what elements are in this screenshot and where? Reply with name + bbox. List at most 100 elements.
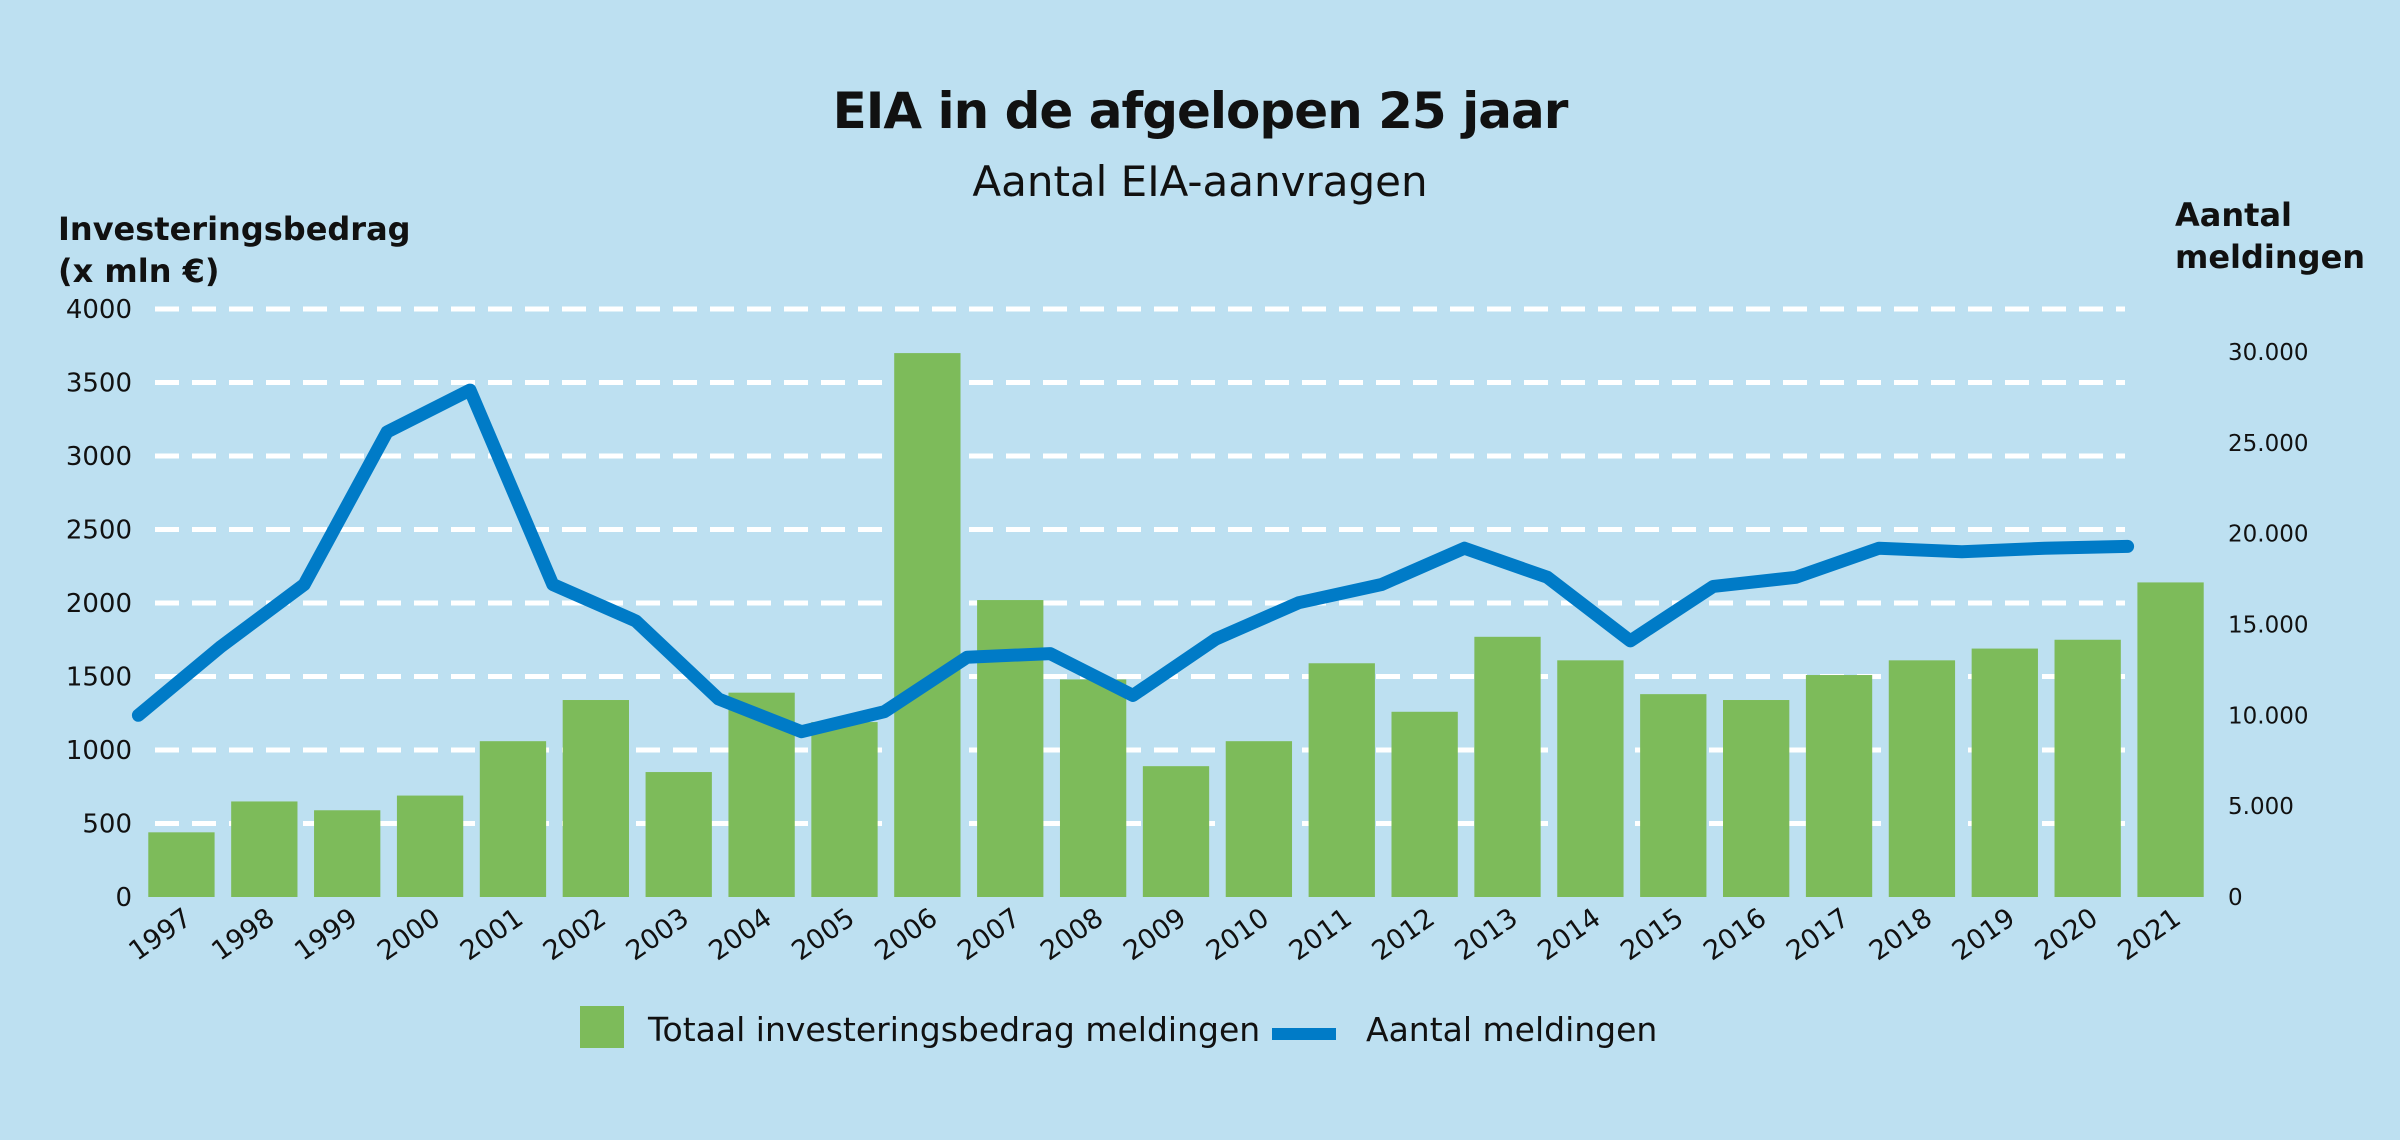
x-tick-label: 1998 <box>206 902 280 967</box>
left-axis-ticks: 0 500 1000 1500 2000 2500 3000 3500 4000 <box>66 295 132 913</box>
left-tick-label: 500 <box>82 810 132 840</box>
x-tick-label: 2018 <box>1864 902 1938 967</box>
right-tick-label: 10.000 <box>2228 703 2308 729</box>
line-point-2005 <box>799 729 804 734</box>
line-point-2021 <box>2125 544 2130 549</box>
x-tick-label: 2014 <box>1532 902 1606 967</box>
line-point-2012 <box>1379 582 1384 587</box>
bar-2011 <box>1308 663 1375 897</box>
bar-2012 <box>1391 711 1458 897</box>
line-point-2009 <box>1131 693 1135 698</box>
left-tick-label: 1000 <box>66 736 132 766</box>
bar-2009 <box>1142 766 1210 897</box>
x-tick-label: 2005 <box>786 902 860 967</box>
right-axis-title-line-1: Aantal <box>2175 196 2292 234</box>
bar-2020 <box>2054 639 2121 897</box>
bar-1999 <box>314 810 381 897</box>
bar-2007 <box>977 600 1044 897</box>
bar-2005 <box>811 722 878 897</box>
right-tick-label: 20.000 <box>2228 522 2308 548</box>
line-point-2017 <box>1794 575 1799 580</box>
left-tick-label: 1500 <box>66 663 132 693</box>
bar-2001 <box>479 741 547 897</box>
bar-1998 <box>231 801 298 897</box>
legend-line-label: Aantal meldingen <box>1366 1010 1657 1049</box>
right-tick-label: 5.000 <box>2228 794 2294 820</box>
x-tick-label: 2004 <box>704 902 778 967</box>
line-point-2019 <box>1959 549 1964 554</box>
line-point-2007 <box>965 655 970 660</box>
line-point-2008 <box>1048 651 1053 656</box>
chart-title: EIA in de afgelopen 25 jaar <box>833 82 1569 140</box>
bar-2016 <box>1723 700 1790 897</box>
legend: Totaal investeringsbedrag meldingen Aant… <box>580 1006 1657 1049</box>
left-tick-label: 2500 <box>66 516 132 546</box>
line-point-2015 <box>1628 638 1633 643</box>
left-tick-label: 3000 <box>66 442 132 472</box>
x-tick-label: 2000 <box>372 902 446 967</box>
right-tick-label: 30.000 <box>2228 340 2308 366</box>
line-point-2018 <box>1876 546 1881 551</box>
right-axis-ticks: 0 5.000 10.000 15.000 20.000 25.000 30.000 <box>2228 340 2308 911</box>
x-tick-label: 2012 <box>1367 902 1441 967</box>
bar-2018 <box>1888 660 1956 897</box>
bar-2002 <box>562 700 629 897</box>
x-tick-label: 2009 <box>1118 902 1192 967</box>
bar-2017 <box>1805 675 1873 897</box>
x-tick-label: 2007 <box>952 902 1026 967</box>
line-point-2001 <box>467 388 472 393</box>
line-point-2004 <box>716 696 721 701</box>
left-tick-label: 3500 <box>66 369 132 399</box>
bar-2008 <box>1059 679 1127 897</box>
x-tick-label: 2003 <box>621 902 695 967</box>
line-point-1998 <box>219 644 224 649</box>
right-tick-label: 0 <box>2228 885 2243 911</box>
bar-2019 <box>1971 648 2038 897</box>
x-tick-label: 2011 <box>1284 902 1358 967</box>
right-axis-title-line-2: meldingen <box>2175 238 2365 276</box>
x-tick-label: 2001 <box>455 902 529 967</box>
line-series <box>131 383 2135 739</box>
gridlines <box>155 306 2125 826</box>
x-tick-label: 2010 <box>1201 902 1275 967</box>
bar-2021 <box>2137 582 2204 897</box>
right-tick-label: 25.000 <box>2228 431 2308 457</box>
left-axis-title-line-1: Investeringsbedrag <box>58 210 411 248</box>
left-axis-title-line-2: (x mln €) <box>58 252 220 290</box>
line-point-2020 <box>2042 546 2047 551</box>
x-tick-label: 2013 <box>1449 902 1523 967</box>
x-tick-label: 2015 <box>1615 902 1689 967</box>
legend-bar-swatch <box>580 1006 624 1048</box>
x-tick-label: 1999 <box>289 902 363 967</box>
x-tick-label: 1997 <box>123 902 197 967</box>
right-tick-label: 15.000 <box>2228 613 2308 639</box>
line-point-2010 <box>1213 637 1218 642</box>
x-tick-label: 2006 <box>869 902 943 967</box>
left-tick-label: 2000 <box>66 589 132 619</box>
line-point-2006 <box>882 709 887 714</box>
bar-2014 <box>1557 660 1624 897</box>
left-tick-label: 4000 <box>66 295 132 325</box>
line-point-1997 <box>136 713 141 718</box>
legend-bar-label: Totaal investeringsbedrag meldingen <box>647 1010 1260 1049</box>
x-tick-label: 2008 <box>1035 902 1109 967</box>
x-tick-label: 2017 <box>1781 902 1855 967</box>
x-tick-label: 2016 <box>1698 902 1772 967</box>
x-tick-label: 2020 <box>2030 902 2104 967</box>
bar-2003 <box>645 772 712 897</box>
left-tick-label: 0 <box>115 883 132 913</box>
bar-2010 <box>1225 741 1293 897</box>
x-tick-label: 2002 <box>538 902 612 967</box>
x-axis-ticks: 1997 1998 1999 2000 2001 2002 2003 2004 2005 2006… <box>123 902 2186 967</box>
x-tick-label: 2021 <box>2113 902 2187 967</box>
line-point-2016 <box>1711 584 1716 589</box>
line-point-2014 <box>1545 575 1550 580</box>
line-point-2011 <box>1296 600 1301 605</box>
bar-2015 <box>1640 694 1707 897</box>
bar-series <box>148 353 2204 898</box>
line-point-1999 <box>302 582 307 587</box>
bar-2013 <box>1474 636 1541 897</box>
bar-2006 <box>894 353 961 898</box>
